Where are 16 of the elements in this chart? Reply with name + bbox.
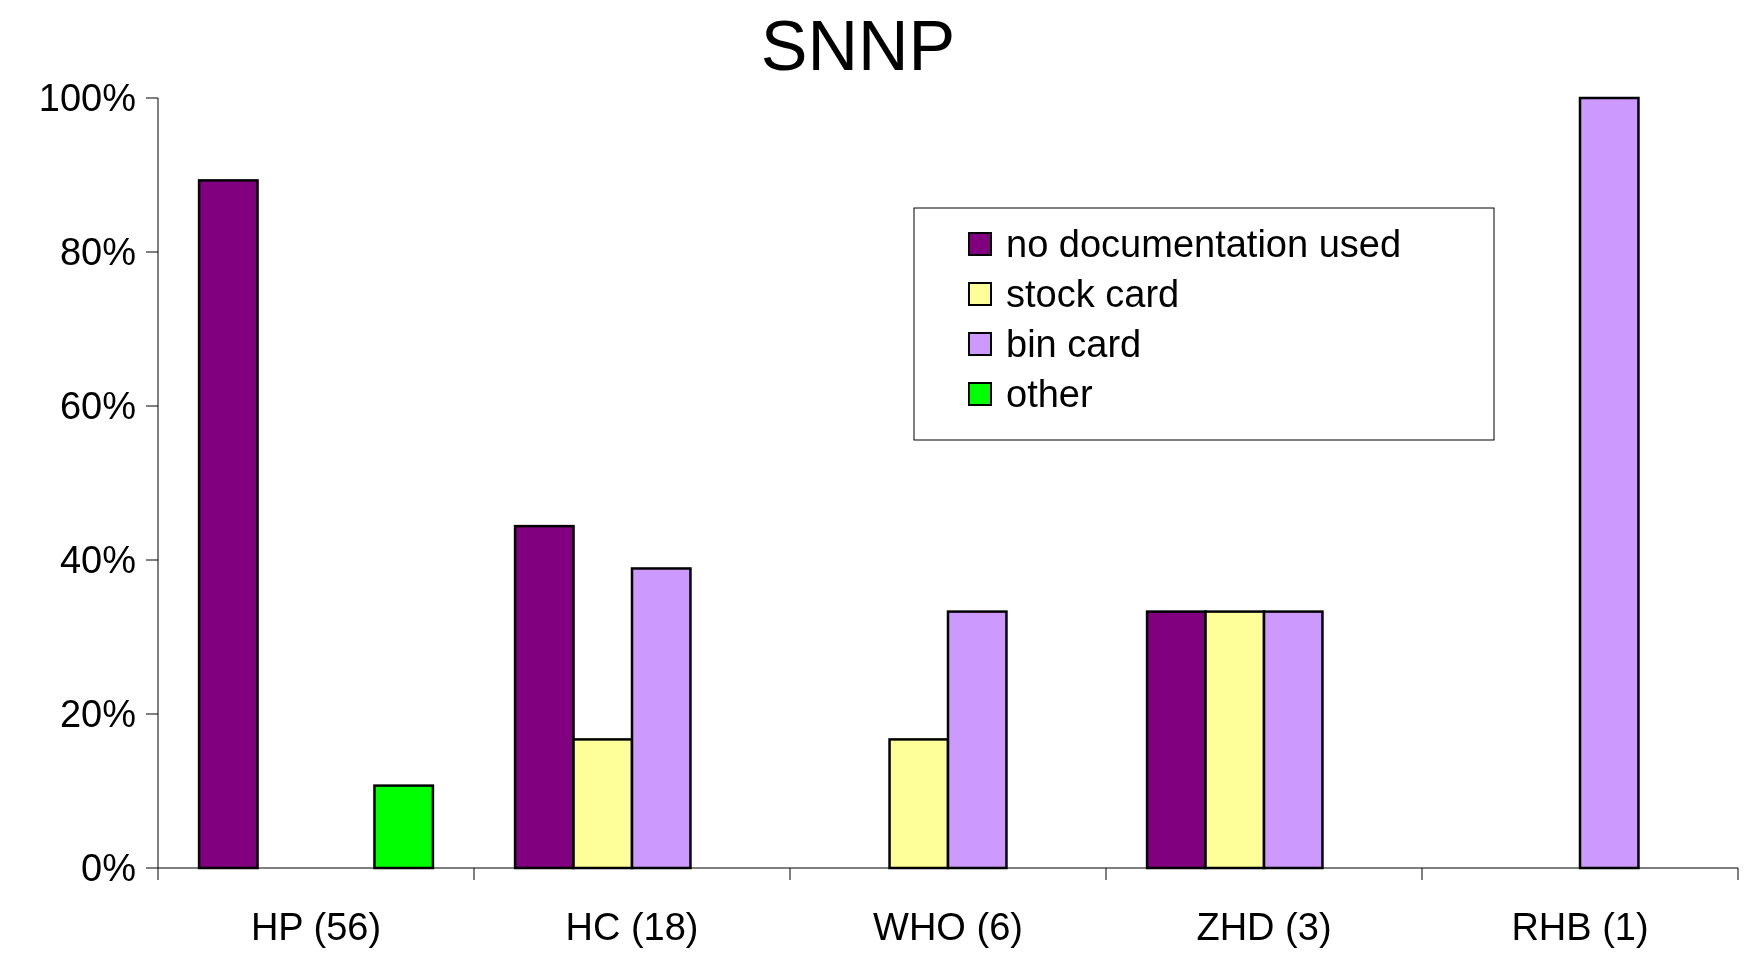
y-tick-label: 100% (38, 77, 136, 120)
y-tick-label: 80% (59, 231, 136, 274)
x-tick-label: HP (56) (250, 906, 382, 948)
x-tick-label: HC (18) (565, 906, 699, 948)
y-tick-label: 20% (59, 693, 136, 736)
legend-label: stock card (1006, 273, 1180, 316)
y-tick-label: 60% (59, 385, 136, 428)
y-tick-label: 0% (81, 847, 136, 890)
x-tick-label: RHB (1) (1511, 906, 1649, 948)
legend-label: other (1006, 373, 1093, 416)
x-tick-label: ZHD (3) (1196, 906, 1332, 948)
chart-title: SNNP (760, 7, 956, 85)
legend-label: no documentation used (1006, 223, 1402, 266)
x-tick-label: WHO (6) (873, 906, 1023, 948)
y-tick-label: 40% (59, 539, 136, 582)
legend-label: bin card (1006, 323, 1142, 366)
